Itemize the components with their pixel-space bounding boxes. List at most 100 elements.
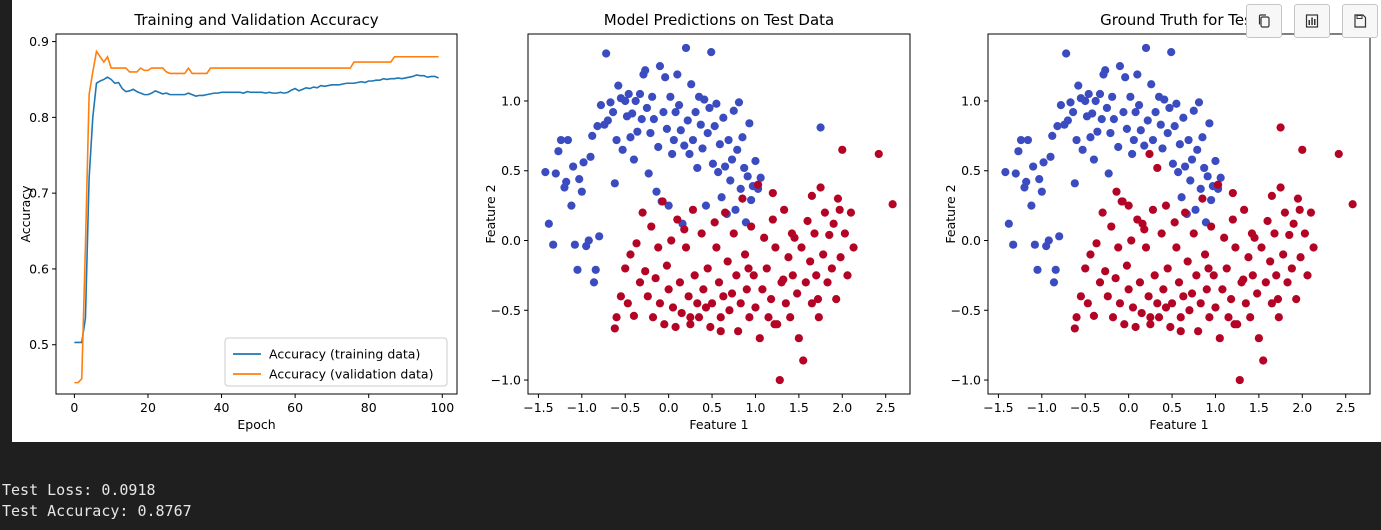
scatter-point	[806, 257, 815, 266]
scatter-point	[1136, 126, 1145, 135]
scatter-point	[1280, 208, 1290, 217]
scatter-point	[720, 208, 730, 217]
x-tick-label: 100	[430, 400, 454, 415]
scatter-point	[649, 115, 658, 124]
x-tick-label: 40	[214, 400, 230, 415]
scatter-point	[641, 267, 650, 276]
figure-area: Training and Validation Accuracy 0 20 40 60 8…	[12, 0, 1381, 442]
scatter-point	[1027, 201, 1036, 210]
scatter-point	[888, 200, 897, 209]
scatter-point	[1062, 49, 1071, 58]
scatter-point	[743, 172, 752, 181]
y-tick-label: 1.0	[961, 93, 981, 108]
save-button[interactable]	[1342, 4, 1378, 38]
scatter-point	[612, 313, 621, 322]
scatter-point	[688, 205, 698, 214]
scatter-point	[710, 121, 719, 131]
scatter-point	[681, 43, 691, 53]
scatter-point	[786, 313, 795, 322]
scatter-point	[686, 320, 695, 329]
scatter-point	[1266, 257, 1275, 266]
scatter-point	[1209, 271, 1218, 280]
scatter-point	[1193, 145, 1202, 154]
chart-title: Model Predictions on Test Data	[604, 11, 834, 29]
scatter-point	[1293, 194, 1303, 203]
scatter-point	[1101, 267, 1110, 276]
scatter-point	[712, 243, 721, 252]
scatter-point	[1259, 356, 1268, 365]
scatter-point	[1030, 240, 1039, 249]
scatter-point	[1111, 274, 1120, 283]
scatter-point	[688, 135, 698, 145]
scatter-point	[703, 128, 712, 138]
scatter-point	[705, 103, 714, 113]
chart-title: Training and Validation Accuracy	[133, 11, 378, 29]
scatter-point	[1115, 299, 1125, 308]
scatter-point	[771, 243, 780, 252]
scatter-point	[1174, 168, 1183, 177]
legend-label-1: Accuracy (training data)	[269, 347, 420, 362]
scatter-point	[1088, 109, 1097, 118]
scatter-point	[569, 162, 578, 171]
scatter-point	[614, 81, 623, 90]
y-tick-label: −1.0	[491, 373, 521, 388]
scatter-point	[1097, 115, 1106, 124]
chart-view-button[interactable]	[1294, 4, 1330, 38]
scatter-point	[584, 236, 593, 245]
y-tick-label: 0.5	[961, 163, 981, 178]
scatter-point	[1102, 103, 1112, 113]
scatter-point	[701, 201, 711, 210]
scatter-point	[780, 205, 789, 214]
scatter-point	[642, 103, 652, 113]
scatter-point	[1185, 306, 1194, 315]
scatter-point	[708, 159, 718, 168]
scatter-point	[1202, 285, 1211, 294]
scatter-point	[635, 278, 645, 287]
scatter-point	[648, 92, 657, 101]
scatter-point	[1137, 308, 1146, 318]
y-axis-label: Feature 2	[943, 184, 958, 243]
scatter-point	[745, 313, 754, 322]
scatter-point	[577, 187, 586, 196]
scatter-point	[691, 108, 700, 117]
scatter-point	[641, 66, 650, 75]
scatter-point	[1084, 89, 1093, 99]
scatter-point	[1161, 303, 1171, 312]
scatter-point	[1120, 320, 1129, 329]
scatter-point	[624, 89, 633, 99]
scatter-point	[1011, 169, 1020, 178]
scatter-point	[621, 96, 630, 106]
scatter-point	[1273, 295, 1283, 304]
scatter-point	[667, 236, 676, 245]
scatter-point	[747, 222, 756, 231]
scatter-point	[714, 278, 724, 287]
scatter-point	[803, 216, 812, 226]
scatter-point	[1165, 103, 1174, 113]
scatter-point	[637, 115, 646, 124]
scatter-point	[628, 109, 637, 118]
scatter-point	[1184, 135, 1193, 145]
x-tick-label: 0.5	[1162, 400, 1182, 415]
scatter-point	[768, 215, 777, 224]
scatter-point	[608, 108, 618, 117]
copy-button[interactable]	[1246, 4, 1282, 38]
scatter-point	[1089, 311, 1099, 320]
scatter-point	[758, 285, 767, 294]
scatter-point	[1072, 135, 1081, 145]
scatter-point	[643, 292, 652, 301]
scatter-point	[1033, 265, 1042, 274]
scatter-point	[664, 201, 673, 210]
scatter-point	[712, 99, 721, 108]
scatter-point	[1174, 278, 1184, 287]
scatter-point	[1022, 177, 1031, 187]
scatter-point	[654, 142, 663, 152]
scatter-point	[1053, 121, 1062, 131]
scatter-point	[668, 303, 678, 312]
x-tick-label: 60	[287, 400, 303, 415]
chart-1: Training and Validation Accuracy 0 20 40 60 8…	[18, 11, 458, 432]
scatter-point	[1213, 180, 1223, 189]
scatter-point	[1287, 264, 1296, 273]
scatter-point	[1194, 98, 1204, 107]
scatter-point	[697, 229, 706, 238]
scatter-point	[1228, 215, 1237, 224]
